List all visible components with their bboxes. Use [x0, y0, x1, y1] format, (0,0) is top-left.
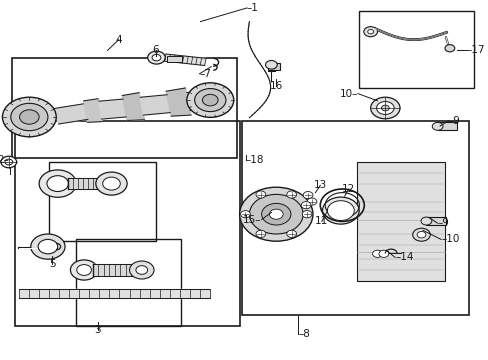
Circle shape [31, 234, 65, 259]
Polygon shape [99, 99, 126, 119]
Text: –8: –8 [298, 329, 309, 339]
Circle shape [47, 176, 68, 192]
Circle shape [302, 211, 311, 218]
Circle shape [2, 97, 56, 137]
Polygon shape [19, 289, 210, 298]
Circle shape [416, 231, 425, 238]
Circle shape [370, 97, 399, 119]
Ellipse shape [322, 197, 358, 224]
Text: –9: –9 [448, 116, 460, 126]
Circle shape [255, 230, 265, 238]
Bar [76, 239, 181, 326]
Text: –7: –7 [199, 69, 211, 79]
Circle shape [376, 102, 393, 114]
Circle shape [11, 103, 48, 131]
Circle shape [5, 159, 13, 165]
Bar [356, 162, 444, 281]
Circle shape [372, 250, 382, 257]
Polygon shape [83, 99, 102, 122]
Text: –10: –10 [440, 234, 459, 244]
Circle shape [240, 211, 250, 218]
Circle shape [367, 30, 373, 34]
Circle shape [444, 45, 454, 52]
Text: –17: –17 [466, 45, 485, 55]
Ellipse shape [326, 201, 353, 220]
Circle shape [77, 265, 91, 275]
Circle shape [363, 27, 377, 37]
Circle shape [261, 203, 290, 225]
Circle shape [38, 239, 58, 254]
Text: –18: –18 [245, 155, 264, 165]
Circle shape [186, 83, 233, 117]
Polygon shape [140, 95, 170, 115]
Bar [242, 121, 468, 315]
Circle shape [249, 194, 303, 234]
Polygon shape [122, 93, 144, 121]
Text: 16: 16 [269, 81, 283, 91]
Bar [12, 58, 237, 158]
Circle shape [378, 250, 388, 257]
Text: 15–: 15– [243, 215, 261, 225]
Text: 10–: 10– [339, 89, 357, 99]
Polygon shape [186, 91, 204, 111]
Circle shape [303, 192, 312, 199]
Circle shape [420, 217, 431, 225]
Circle shape [129, 261, 154, 279]
Circle shape [1, 156, 17, 168]
Bar [167, 56, 182, 62]
Circle shape [239, 187, 312, 241]
Circle shape [39, 170, 76, 197]
Text: –9: –9 [437, 218, 448, 228]
Text: 13: 13 [313, 180, 326, 190]
Text: 2–: 2– [0, 155, 9, 165]
Text: 12: 12 [341, 184, 355, 194]
Circle shape [286, 230, 296, 238]
Text: 5: 5 [49, 258, 56, 269]
Text: –14: –14 [394, 252, 413, 262]
Polygon shape [166, 88, 191, 116]
Polygon shape [54, 104, 88, 124]
Circle shape [306, 198, 316, 205]
Circle shape [412, 228, 429, 241]
Text: 6: 6 [152, 45, 159, 55]
Text: –1: –1 [246, 3, 258, 13]
Circle shape [301, 202, 310, 209]
Circle shape [269, 209, 283, 219]
Circle shape [431, 122, 442, 130]
Circle shape [147, 51, 165, 64]
Text: 11: 11 [314, 216, 328, 226]
Text: 4: 4 [115, 35, 122, 45]
Circle shape [194, 89, 225, 112]
Bar [49, 162, 156, 241]
Circle shape [286, 191, 296, 198]
Bar [267, 63, 279, 70]
Bar [426, 217, 445, 225]
Circle shape [136, 266, 147, 274]
Circle shape [381, 105, 388, 111]
Bar [359, 11, 473, 88]
Circle shape [256, 191, 265, 198]
Circle shape [265, 60, 277, 69]
Text: 3: 3 [94, 325, 101, 336]
Circle shape [202, 94, 218, 106]
Circle shape [70, 260, 98, 280]
Circle shape [20, 110, 39, 124]
Circle shape [96, 172, 127, 195]
Circle shape [152, 54, 161, 61]
Bar [437, 122, 456, 130]
Polygon shape [164, 54, 205, 66]
Bar [15, 121, 239, 326]
Circle shape [102, 177, 120, 190]
